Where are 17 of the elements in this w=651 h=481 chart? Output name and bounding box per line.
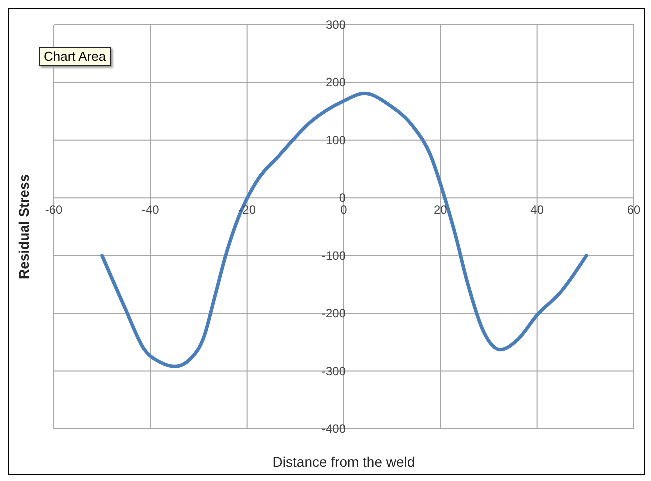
y-tick-label: 200	[326, 76, 346, 90]
y-tick-label: -400	[322, 422, 346, 436]
y-tick-label: 300	[326, 18, 346, 32]
y-tick-label: 0	[339, 191, 346, 206]
x-tick-label: 20	[434, 203, 448, 218]
x-tick-label: 40	[530, 203, 544, 218]
x-tick-label: 60	[627, 203, 641, 218]
x-axis-title: Distance from the weld	[272, 454, 416, 470]
y-tick-label: 100	[326, 133, 346, 148]
y-tick-label: -100	[322, 248, 346, 263]
annotation: Chart Area	[39, 47, 112, 66]
x-tick-label: -60	[45, 203, 63, 218]
y-tick-label: -300	[322, 364, 346, 378]
line-series	[100, 92, 588, 368]
x-tick-label: -40	[142, 203, 160, 218]
y-axis-title: Residual Stress	[16, 174, 32, 280]
y-tick-label: -200	[322, 306, 346, 321]
